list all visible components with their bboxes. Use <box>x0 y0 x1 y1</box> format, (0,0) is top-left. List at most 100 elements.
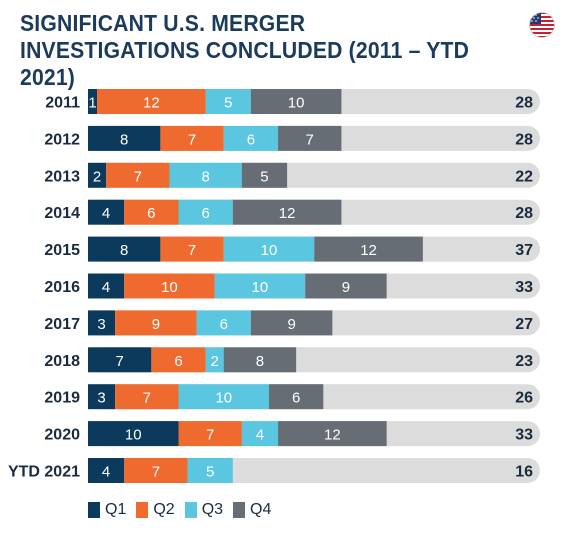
data-label-2016-q3: 10 <box>252 279 269 296</box>
data-label-2013-q2: 7 <box>134 168 142 185</box>
bar-segment-2018-q4 <box>223 347 297 373</box>
data-label-2016-q4: 9 <box>342 279 350 296</box>
data-label-2012-q4: 7 <box>306 131 314 148</box>
legend-label-q2: Q2 <box>153 501 175 518</box>
legend-label-q1: Q1 <box>105 501 127 518</box>
data-label-2017-q1: 3 <box>97 316 105 333</box>
legend-swatch-q4 <box>233 502 246 518</box>
bar-segment-2012-q3 <box>223 125 279 151</box>
bar-segment-2018-q1 <box>88 347 152 373</box>
bar-segment-2013-q3 <box>169 162 242 188</box>
bar-segment-2014-q1 <box>88 199 125 225</box>
bar-segment-2017-q4 <box>250 310 333 336</box>
bar-segment-2014-q3 <box>178 199 233 225</box>
data-label-ytd-2021-q3: 5 <box>206 464 214 481</box>
category-label-2017: 2017 <box>44 316 80 333</box>
data-label-2020-q2: 7 <box>206 427 214 444</box>
data-label-2017-q3: 6 <box>220 316 228 333</box>
data-label-2013-q4: 5 <box>260 168 268 185</box>
category-label-2014: 2014 <box>44 205 80 222</box>
total-label-2018: 23 <box>515 353 533 370</box>
category-label-2018: 2018 <box>44 353 80 370</box>
bar-segment-2014-q2 <box>124 199 179 225</box>
data-label-2011-q2: 12 <box>143 95 160 112</box>
bar-segment-2019-q2 <box>115 384 179 410</box>
bar-segment-2011-q1 <box>88 89 98 114</box>
data-label-2018-q4: 8 <box>256 353 264 370</box>
bar-segment-2015-q3 <box>223 236 315 262</box>
legend-label-q3: Q3 <box>201 501 224 518</box>
data-label-2012-q2: 7 <box>188 131 196 148</box>
bar-segment-2015-q4 <box>314 236 423 262</box>
data-label-2014-q4: 12 <box>279 205 296 222</box>
bar-segment-2019-q4 <box>269 384 324 410</box>
data-label-2015-q4: 12 <box>360 242 377 259</box>
data-label-2019-q3: 10 <box>215 390 232 407</box>
bar-segment-2020-q4 <box>278 421 387 447</box>
category-label-2015: 2015 <box>44 242 80 259</box>
data-label-2019-q1: 3 <box>97 390 105 407</box>
data-label-2018-q1: 7 <box>116 353 124 370</box>
data-label-2013-q1: 2 <box>93 168 101 185</box>
bar-segment-2014-q4 <box>232 199 342 225</box>
legend-item-q2: Q2 <box>136 501 175 519</box>
total-label-2014: 28 <box>515 205 533 222</box>
data-label-2015-q2: 7 <box>188 242 196 259</box>
data-label-2012-q3: 6 <box>247 131 255 148</box>
bar-segment-2013-q2 <box>106 162 170 188</box>
legend: Q1 Q2 Q3 Q4 <box>88 500 281 520</box>
bar-segment-2018-q3 <box>205 347 224 373</box>
data-label-2020-q1: 10 <box>125 427 142 444</box>
data-label-2018-q3: 2 <box>211 353 219 370</box>
data-label-ytd-2021-q2: 7 <box>152 464 160 481</box>
total-label-2011: 28 <box>515 95 533 112</box>
data-label-2020-q3: 4 <box>256 427 264 444</box>
category-label-2012: 2012 <box>44 131 80 148</box>
data-label-2013-q3: 8 <box>201 168 209 185</box>
legend-swatch-q3 <box>184 502 197 518</box>
bar-segment-2020-q3 <box>241 421 279 447</box>
legend-swatch-q1 <box>88 502 100 518</box>
data-label-2018-q2: 6 <box>174 353 182 370</box>
data-label-2011-q3: 5 <box>224 95 232 112</box>
total-label-2012: 28 <box>515 131 533 148</box>
category-label-ytd-2021: YTD 2021 <box>8 464 80 481</box>
data-label-2017-q4: 9 <box>287 316 295 333</box>
data-label-2014-q1: 4 <box>102 205 110 222</box>
data-label-2015-q3: 10 <box>261 242 278 259</box>
bar-segment-2016-q1 <box>88 273 125 299</box>
bar-segment-2015-q2 <box>160 236 224 262</box>
data-label-2011-q4: 10 <box>288 95 305 112</box>
data-label-2016-q2: 10 <box>161 279 178 296</box>
legend-item-q1: Q1 <box>88 501 126 519</box>
bar-segment-ytd-2021-q1 <box>88 458 125 483</box>
bar-segment-2012-q4 <box>278 125 342 151</box>
bar-segment-ytd-2021-q2 <box>124 458 188 483</box>
data-label-2019-q2: 7 <box>143 390 151 407</box>
bar-segment-2016-q4 <box>305 273 387 299</box>
data-label-2019-q4: 6 <box>292 390 300 407</box>
bar-segment-2011-q3 <box>205 89 251 114</box>
bar-segment-2017-q1 <box>88 310 116 336</box>
category-label-2020: 2020 <box>44 427 80 444</box>
bar-segment-2020-q1 <box>88 421 179 447</box>
bar-segment-2016-q3 <box>214 273 306 299</box>
bar-segment-2011-q2 <box>97 89 206 114</box>
category-label-2011: 2011 <box>45 95 80 112</box>
bar-segment-2017-q2 <box>115 310 197 336</box>
total-label-2013: 22 <box>515 168 533 185</box>
bar-segment-2011-q4 <box>250 89 342 114</box>
bar-segment-2018-q2 <box>151 347 206 373</box>
bar-segment-2013-q4 <box>241 162 288 188</box>
data-label-2020-q4: 12 <box>324 427 341 444</box>
total-label-2019: 26 <box>515 390 533 407</box>
us-flag-icon <box>529 12 555 38</box>
category-label-2013: 2013 <box>44 168 80 185</box>
total-label-2020: 33 <box>515 427 533 444</box>
category-label-2019: 2019 <box>44 390 80 407</box>
chart-title: SIGNIFICANT U.S. MERGER INVESTIGATIONS C… <box>20 10 470 90</box>
bar-segment-2013-q1 <box>88 162 107 188</box>
data-label-2012-q1: 8 <box>120 131 128 148</box>
legend-item-q3: Q3 <box>184 501 224 519</box>
